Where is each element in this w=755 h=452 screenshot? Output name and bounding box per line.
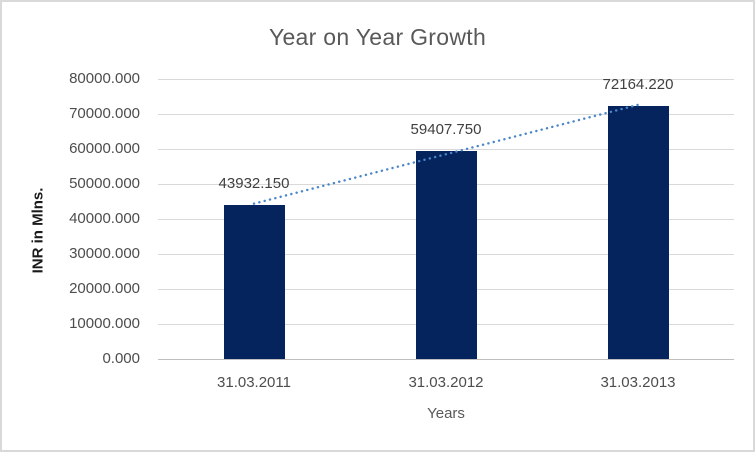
y-tick-label: 20000.000 [69, 280, 140, 297]
bar [223, 205, 285, 359]
bar-data-label: 59407.750 [410, 121, 482, 139]
bar [607, 106, 669, 359]
chart-title: Year on Year Growth [268, 24, 487, 50]
x-tick-label: 31.03.2011 [217, 374, 291, 391]
bar [415, 151, 477, 359]
bar-data-label: 72164.220 [602, 76, 674, 94]
x-axis-title: Years [427, 405, 465, 422]
y-tick-label: 70000.000 [69, 105, 140, 122]
y-tick-label: 30000.000 [69, 245, 140, 262]
bar-data-label: 43932.150 [218, 175, 290, 193]
y-tick-label: 60000.000 [69, 140, 140, 157]
y-tick-label: 50000.000 [69, 175, 140, 192]
x-tick-label: 31.03.2013 [600, 374, 676, 391]
y-tick-label: 80000.000 [69, 70, 140, 87]
y-axis-title: INR in Mlns. [29, 187, 47, 274]
x-axis-line [158, 358, 734, 360]
gridline [158, 78, 734, 80]
y-tick-label: 10000.000 [69, 315, 140, 332]
y-tick-label: 0.000 [102, 350, 140, 367]
y-tick-label: 40000.000 [69, 210, 140, 227]
x-tick-label: 31.03.2012 [408, 374, 484, 391]
